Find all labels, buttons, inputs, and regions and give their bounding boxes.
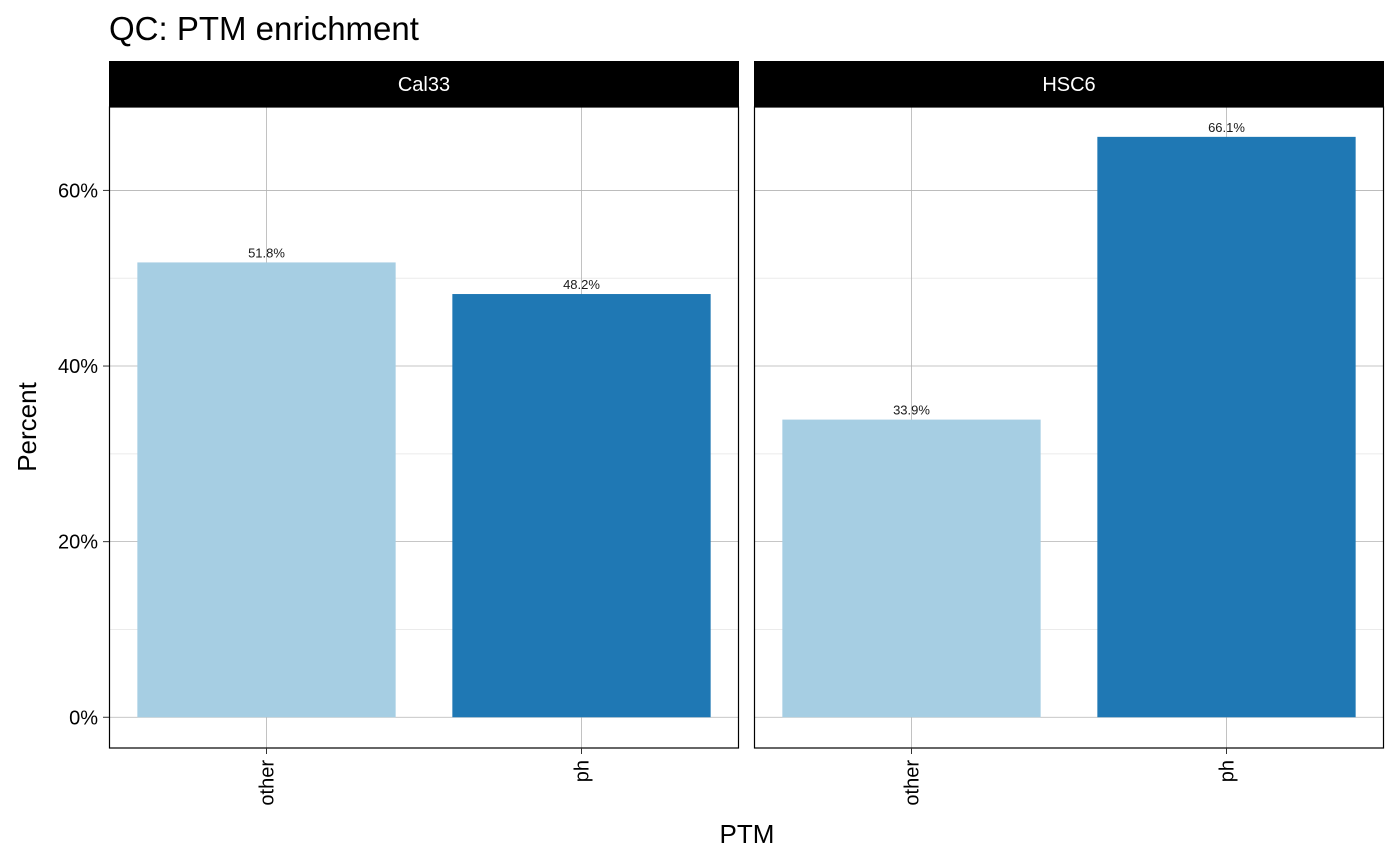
x-tick-label: other: [902, 760, 924, 806]
y-tick-label: 0%: [69, 707, 98, 729]
y-tick-label: 40%: [58, 356, 98, 378]
data-label: 66.1%: [1208, 120, 1245, 135]
bar-hsc6-other: [782, 419, 1041, 718]
facet-panel-hsc6: 33.9% 66.1% HSC6 other ph: [753, 61, 1385, 806]
y-tick-label: 20%: [58, 532, 98, 554]
facet-strip-label: Cal33: [398, 74, 450, 96]
data-label: 51.8%: [248, 245, 285, 260]
facet-strip: [754, 61, 1384, 107]
x-axis-title: PTM: [720, 819, 775, 849]
data-label: 48.2%: [563, 277, 600, 292]
facet-panel-cal33: 51.8% 48.2% Cal33 other ph: [108, 61, 740, 806]
x-tick-label: ph: [1217, 760, 1239, 782]
data-label: 33.9%: [893, 403, 930, 418]
chart-title: QC: PTM enrichment: [109, 10, 419, 47]
y-axis: 0% 20% 40% 60%: [58, 180, 109, 729]
bar-hsc6-ph: [1097, 136, 1356, 718]
facet-strip: [109, 61, 739, 107]
facet-panels: 51.8% 48.2% Cal33 other ph 33.9% 66.1% HSC6 othe…: [108, 61, 1385, 806]
bar-cal33-other: [137, 262, 396, 718]
y-tick-label: 60%: [58, 180, 98, 202]
x-tick-label: other: [257, 760, 279, 806]
y-axis-title: Percent: [12, 381, 42, 471]
facet-strip-label: HSC6: [1042, 74, 1095, 96]
bar-cal33-ph: [452, 294, 711, 718]
x-tick-label: ph: [572, 760, 594, 782]
